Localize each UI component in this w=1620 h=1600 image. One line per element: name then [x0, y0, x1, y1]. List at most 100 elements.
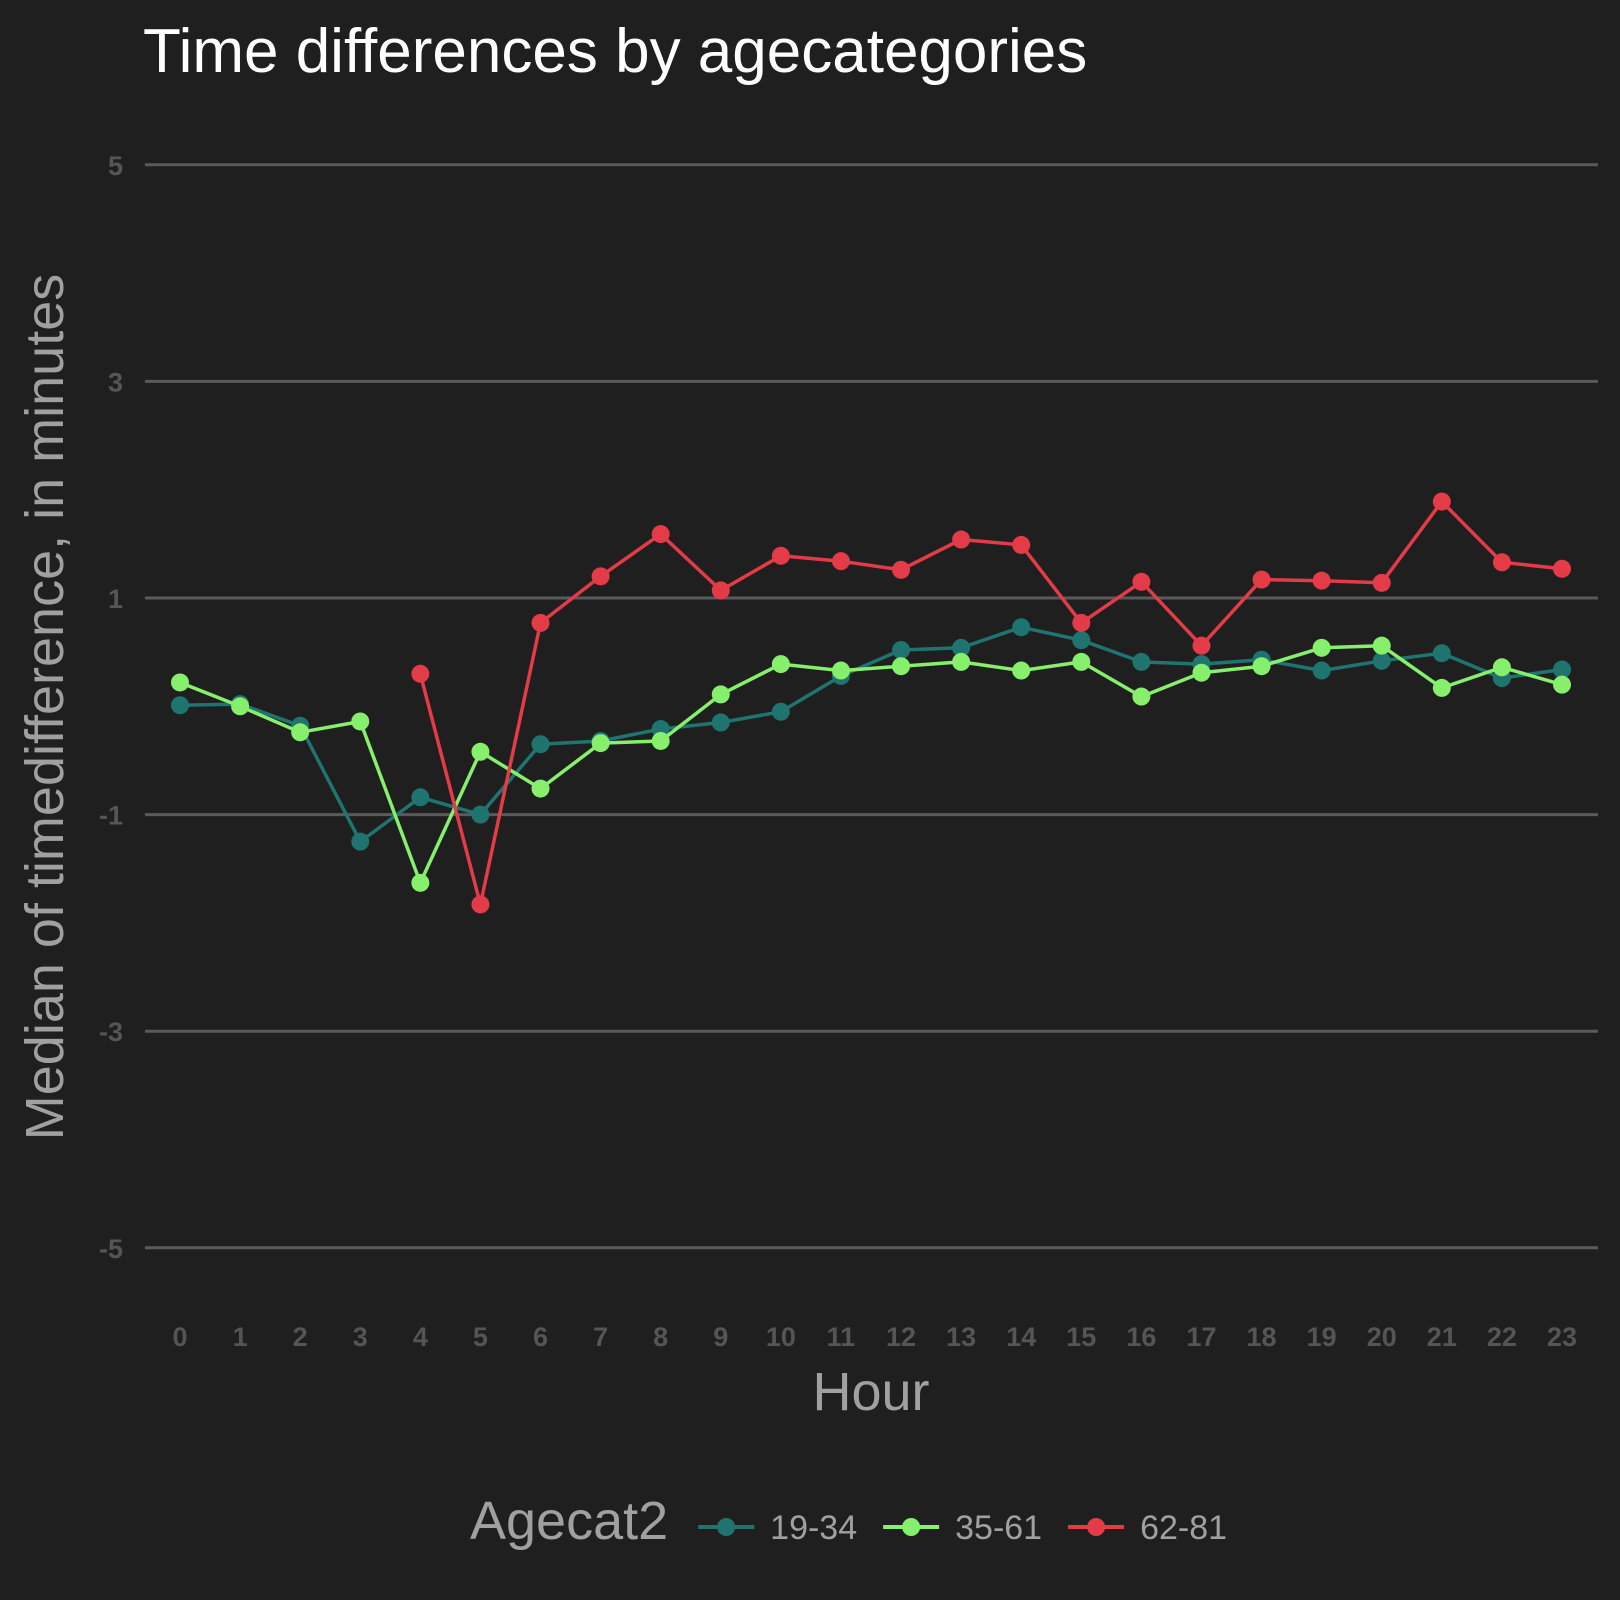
data-point	[351, 832, 370, 851]
y-tick-label: -5	[99, 1234, 123, 1264]
legend-marker	[902, 1518, 921, 1536]
data-point	[1252, 657, 1271, 676]
data-point	[892, 640, 911, 659]
legend-item: 35-61	[883, 1509, 1042, 1547]
x-tick-label: 14	[1006, 1322, 1036, 1352]
x-tick-label: 8	[653, 1322, 668, 1352]
legend-items: 19-34 35-61 62-81	[698, 1509, 1227, 1547]
data-point	[1072, 652, 1091, 671]
y-tick-label: -1	[99, 801, 123, 831]
data-point	[952, 530, 971, 549]
x-tick-label: 22	[1487, 1322, 1517, 1352]
legend-item: 19-34	[698, 1509, 857, 1547]
x-tick-label: 17	[1186, 1322, 1216, 1352]
data-point	[651, 525, 670, 544]
data-point	[171, 673, 189, 692]
y-axis-ticks: 5 3 1 -1 -3 -5	[99, 151, 123, 1264]
y-tick-label: -3	[99, 1017, 123, 1047]
y-tick-label: 1	[108, 584, 123, 614]
x-tick-label: 9	[713, 1322, 728, 1352]
data-point	[1312, 661, 1331, 680]
data-point	[952, 638, 971, 657]
x-tick-label: 2	[293, 1322, 308, 1352]
data-point	[831, 552, 850, 571]
y-tick-label: 5	[108, 151, 123, 181]
x-tick-label: 0	[172, 1322, 187, 1352]
data-point	[531, 735, 550, 754]
data-point	[1372, 573, 1391, 592]
data-point	[1432, 644, 1451, 663]
x-tick-label: 7	[593, 1322, 608, 1352]
x-tick-label: 12	[886, 1322, 916, 1352]
series-line	[179, 625, 1563, 844]
data-point	[1072, 613, 1091, 632]
data-point	[291, 723, 310, 742]
x-tick-label: 15	[1066, 1322, 1096, 1352]
x-tick-label: 11	[827, 1322, 856, 1352]
data-point	[1192, 636, 1211, 655]
x-tick-label: 19	[1307, 1322, 1337, 1352]
legend: Agecat2 19-34 35-61 62-81	[470, 1491, 1227, 1551]
series-lines	[171, 492, 1571, 914]
data-point	[351, 712, 370, 731]
data-point	[1192, 663, 1211, 682]
legend-marker	[717, 1518, 736, 1536]
data-point	[411, 788, 430, 807]
data-point	[952, 652, 971, 671]
legend-item: 62-81	[1068, 1509, 1227, 1547]
x-axis-ticks: 0 1 2 3 4 5 6 7 8 9 10 11 12 13 14 15 16 17 18 19 20 21 22 23	[172, 1322, 1577, 1352]
x-tick-label: 23	[1547, 1322, 1577, 1352]
legend-marker	[1087, 1518, 1106, 1536]
data-point	[771, 702, 790, 721]
data-point	[531, 779, 550, 798]
data-point	[1312, 571, 1331, 590]
x-tick-label: 4	[413, 1322, 428, 1352]
data-point	[531, 613, 550, 632]
legend-label: 62-81	[1140, 1509, 1227, 1547]
x-tick-label: 16	[1126, 1322, 1156, 1352]
x-axis-label: Hour	[812, 1362, 929, 1422]
x-tick-label: 10	[766, 1322, 796, 1352]
series-line	[179, 643, 1563, 885]
data-point	[651, 731, 670, 750]
data-point	[1553, 660, 1571, 679]
data-point	[1132, 652, 1151, 671]
data-point	[711, 685, 730, 704]
data-point	[231, 697, 250, 716]
legend-label: 19-34	[770, 1509, 857, 1547]
data-point	[711, 713, 730, 732]
data-point	[1012, 661, 1031, 680]
data-point	[1492, 553, 1511, 572]
data-point	[411, 664, 430, 683]
data-point	[1372, 636, 1391, 655]
data-point	[771, 655, 790, 674]
data-point	[1132, 687, 1151, 706]
x-tick-label: 21	[1427, 1322, 1457, 1352]
data-point	[1072, 631, 1091, 650]
series-line	[418, 499, 1563, 907]
series	[171, 636, 1571, 892]
legend-label: 35-61	[955, 1509, 1042, 1547]
x-tick-label: 13	[946, 1322, 976, 1352]
data-point	[831, 661, 850, 680]
x-tick-label: 20	[1367, 1322, 1397, 1352]
data-point	[892, 657, 911, 676]
data-point	[711, 581, 730, 600]
y-axis-label: Median of timedifference, in minutes	[15, 274, 75, 1140]
data-point	[471, 895, 490, 914]
data-point	[1432, 492, 1451, 511]
gridlines	[145, 163, 1598, 1250]
x-tick-label: 6	[533, 1322, 548, 1352]
data-point	[892, 560, 911, 579]
data-point	[1012, 618, 1031, 637]
data-point	[411, 873, 430, 892]
data-point	[1553, 559, 1571, 578]
chart-title: Time differences by agecategories	[143, 17, 1087, 86]
data-point	[1252, 570, 1271, 589]
x-tick-label: 5	[473, 1322, 488, 1352]
data-point	[1432, 678, 1451, 697]
legend-title: Agecat2	[470, 1491, 668, 1551]
y-tick-label: 3	[108, 367, 123, 397]
data-point	[1372, 651, 1391, 670]
